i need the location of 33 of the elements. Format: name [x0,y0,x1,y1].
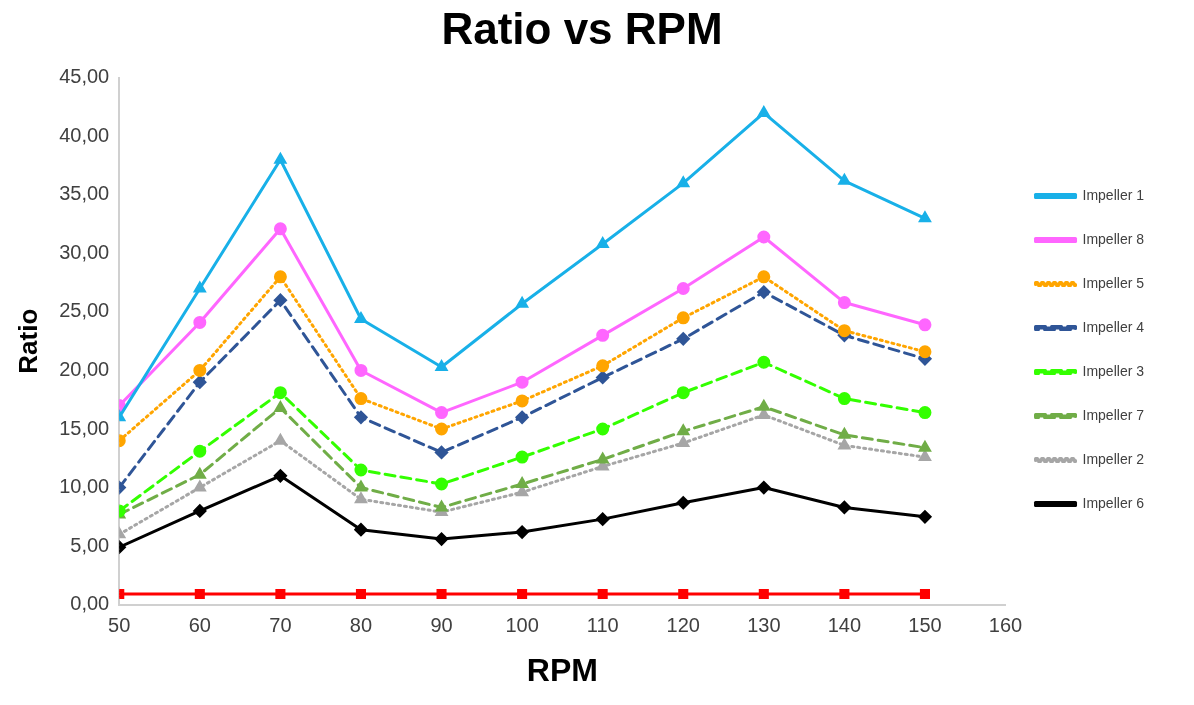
x-tick-label: 110 [586,614,619,637]
legend-label: Impeller 3 [1082,362,1145,379]
legend-label: Impeller 7 [1082,406,1145,423]
x-tick-label: 130 [747,614,781,637]
y-tick-label: 35,00 [59,182,110,205]
legend-label: Impeller 6 [1082,494,1145,511]
x-tick-label: 120 [666,614,700,637]
y-tick-label: 20,00 [59,357,110,380]
y-tick-label: 45,00 [59,65,110,88]
x-tick-label: 90 [430,614,453,637]
y-tick-label: 0,00 [70,592,110,615]
x-tick-label: 160 [988,614,1023,637]
x-tick-label: 100 [505,614,539,637]
x-tick-label: 80 [349,614,373,637]
y-tick-label: 5,00 [70,533,110,556]
x-tick-label: 140 [827,614,862,637]
y-tick-label: 15,00 [59,416,110,439]
y-tick-label: 10,00 [59,475,110,498]
x-tick-label: 150 [908,614,942,637]
x-tick-label: 60 [188,614,211,637]
y-tick-label: 40,00 [59,123,110,146]
y-tick-label: 30,00 [59,240,110,263]
x-tick-label: 70 [269,614,292,637]
x-axis-title: RPM [526,651,598,688]
x-tick-label: 50 [108,614,131,637]
legend-label: Impeller 4 [1082,318,1145,335]
legend-label: Impeller 2 [1082,450,1145,467]
legend-label: Impeller 8 [1082,230,1145,247]
legend-label: Impeller 1 [1082,186,1145,203]
y-axis-title: Ratio [12,308,43,374]
chart-title: Ratio vs RPM [441,3,723,53]
y-tick-label: 25,00 [59,299,110,322]
legend-label: Impeller 5 [1082,274,1145,291]
